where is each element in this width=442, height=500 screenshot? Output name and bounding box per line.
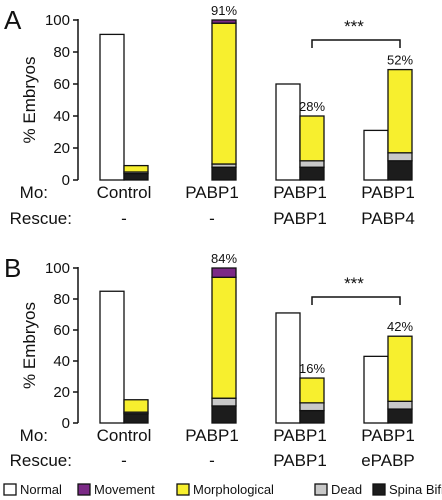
- bar-normal: [363, 355, 389, 424]
- group-mo-label: PABP1: [185, 183, 239, 202]
- group-mo-label: PABP1: [185, 426, 239, 445]
- group-mo-label: Control: [97, 426, 152, 445]
- y-axis-label: % Embryos: [20, 57, 39, 144]
- group-mo-label: PABP1: [273, 183, 327, 202]
- group-rescue-label: PABP1: [273, 451, 327, 470]
- legend-label: Dead: [331, 482, 362, 497]
- bar-percent-label: 91%: [211, 3, 237, 18]
- y-axis-label: % Embryos: [20, 302, 39, 389]
- group-rescue-label: PABP4: [361, 209, 415, 228]
- y-tick-label: 80: [53, 291, 70, 308]
- bar-segment-spina-bifida: [299, 166, 325, 181]
- bar-segment-morphological: [123, 164, 149, 173]
- bar-percent-label: 42%: [387, 319, 413, 334]
- bar-segment-morphological: [123, 399, 149, 413]
- legend-swatch-movement: [77, 483, 91, 496]
- bar-segment-morphological: [299, 115, 325, 162]
- bar-segment-spina-bifida: [387, 160, 413, 181]
- y-tick-label: 40: [53, 353, 70, 370]
- bar-percent-label: 16%: [299, 361, 325, 376]
- bar-segment-morphological: [387, 335, 413, 402]
- group-rescue-label: PABP1: [273, 209, 327, 228]
- mo-row-label: Mo:: [20, 183, 48, 202]
- legend-swatch-spina-bifida: [372, 483, 386, 496]
- y-tick-label: 0: [62, 415, 70, 432]
- bar-segment-dead: [387, 152, 413, 162]
- legend-label: Movement: [94, 482, 155, 497]
- y-tick-label: 60: [53, 322, 70, 339]
- mo-row-label: Mo:: [20, 426, 48, 445]
- bar-segment-morphological: [211, 22, 237, 165]
- bar-normal: [275, 312, 301, 424]
- group-rescue-label: -: [209, 451, 215, 470]
- bar-normal: [99, 290, 125, 424]
- y-tick-label: 20: [53, 140, 70, 157]
- bar-normal: [363, 129, 389, 181]
- group-rescue-label: -: [121, 209, 127, 228]
- bar-percent-label: 84%: [211, 251, 237, 266]
- group-mo-label: PABP1: [361, 426, 415, 445]
- panel-letter: A: [4, 5, 22, 35]
- bar-segment-movement: [211, 267, 237, 278]
- bar-segment-spina-bifida: [211, 405, 237, 424]
- bar-segment-dead: [387, 400, 413, 410]
- y-tick-label: 40: [53, 108, 70, 125]
- significance-bracket: [311, 39, 401, 48]
- bar-segment-spina-bifida: [299, 409, 325, 424]
- legend-label: Morphological: [193, 482, 274, 497]
- bar-normal: [275, 83, 301, 181]
- bar-segment-morphological: [387, 68, 413, 154]
- significance-bracket: [311, 296, 401, 305]
- bar-segment-spina-bifida: [211, 166, 237, 181]
- y-tick-label: 0: [62, 172, 70, 189]
- group-rescue-label: ePABP: [361, 451, 415, 470]
- rescue-row-label: Rescue:: [10, 209, 72, 228]
- bar-segment-spina-bifida: [123, 172, 149, 181]
- legend-swatch-normal: [3, 483, 17, 496]
- bar-segment-spina-bifida: [387, 408, 413, 424]
- rescue-row-label: Rescue:: [10, 451, 72, 470]
- legend-label: Normal: [20, 482, 62, 497]
- bar-segment-dead: [299, 402, 325, 412]
- legend-label: Spina Bifida: [389, 482, 442, 497]
- y-tick-label: 80: [53, 44, 70, 61]
- bar-percent-label: 52%: [387, 53, 413, 68]
- legend-swatch-dead: [314, 483, 328, 496]
- group-rescue-label: -: [121, 451, 127, 470]
- group-mo-label: PABP1: [361, 183, 415, 202]
- bar-percent-label: 28%: [299, 99, 325, 114]
- y-tick-label: 60: [53, 76, 70, 93]
- bar-segment-spina-bifida: [123, 413, 149, 424]
- y-tick-label: 20: [53, 384, 70, 401]
- significance-label: ***: [344, 274, 364, 293]
- bar-segment-movement: [211, 19, 237, 24]
- group-rescue-label: -: [209, 209, 215, 228]
- panel-letter: B: [4, 253, 21, 283]
- bar-segment-morphological: [299, 377, 325, 404]
- significance-label: ***: [344, 17, 364, 36]
- bar-segment-dead: [299, 160, 325, 168]
- y-tick-label: 100: [45, 260, 70, 277]
- y-tick-label: 100: [45, 12, 70, 29]
- bar-normal: [99, 33, 125, 181]
- group-mo-label: Control: [97, 183, 152, 202]
- group-mo-label: PABP1: [273, 426, 327, 445]
- legend-swatch-morphological: [176, 483, 190, 496]
- bar-segment-dead: [211, 397, 237, 407]
- bar-segment-morphological: [211, 276, 237, 399]
